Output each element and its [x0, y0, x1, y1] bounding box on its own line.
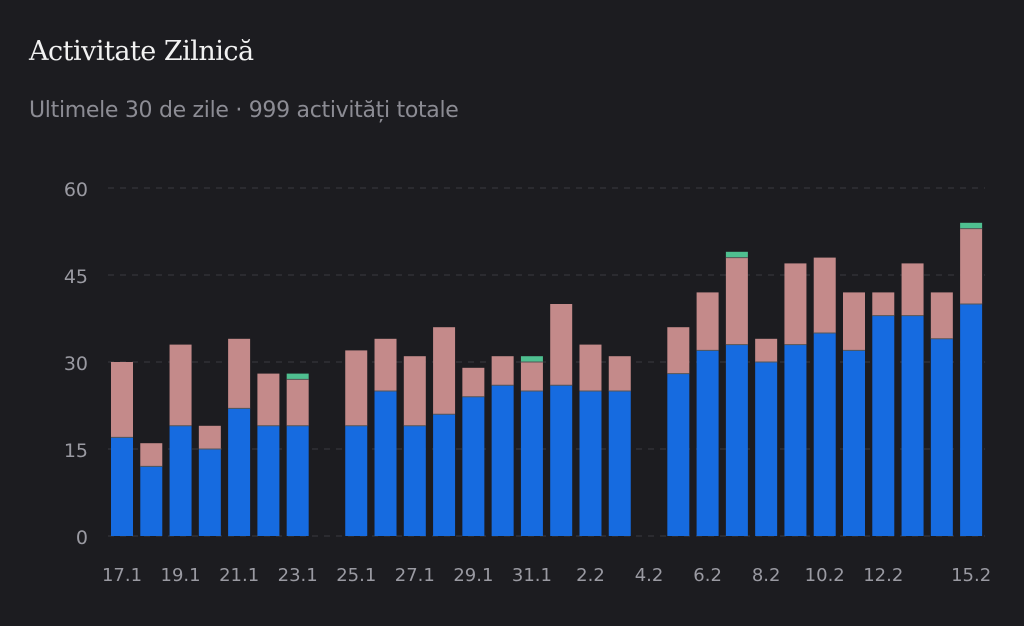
- y-tick-label: 30: [64, 353, 88, 375]
- x-tick-label: 12.2: [863, 565, 903, 586]
- x-tick-label: 27.1: [395, 565, 435, 586]
- bar-segment-7.2-s0: [725, 344, 748, 536]
- bar-segment-2.2-s0: [579, 391, 602, 536]
- y-tick-label: 15: [64, 440, 88, 462]
- bar-segment-9.2-s1: [784, 263, 807, 345]
- y-tick-label: 0: [76, 527, 88, 549]
- bar-segment-18.1-s1: [140, 443, 163, 467]
- bar-segment-21.1-s0: [228, 408, 251, 536]
- bar-segment-21.1-s1: [228, 338, 251, 409]
- x-tick-label: 19.1: [161, 565, 201, 586]
- bar-segment-1.2-s0: [550, 385, 573, 536]
- x-tick-label: 23.1: [278, 565, 318, 586]
- bar-segment-27.1-s1: [403, 356, 426, 426]
- bar-segment-8.2-s0: [755, 362, 778, 536]
- bar-segment-12.2-s1: [872, 292, 895, 316]
- bar-segment-25.1-s1: [345, 350, 368, 426]
- x-tick-label: 15.2: [951, 565, 991, 586]
- bar-segment-30.1-s0: [491, 385, 514, 536]
- bar-segment-9.2-s0: [784, 344, 807, 536]
- bar-segment-6.2-s1: [696, 292, 719, 351]
- bar-segment-5.2-s1: [667, 327, 690, 374]
- bar-segment-28.1-s0: [433, 414, 456, 536]
- bar-segment-23.1-s0: [286, 425, 309, 536]
- bar-segment-17.1-s0: [111, 437, 133, 536]
- bar-segment-31.1-s2: [520, 356, 543, 362]
- bar-segment-1.2-s1: [550, 304, 573, 386]
- bar-segment-29.1-s1: [462, 367, 485, 397]
- x-tick-label: 17.1: [102, 565, 142, 586]
- y-tick-label: 60: [64, 179, 88, 201]
- bar-segment-8.2-s1: [755, 338, 778, 362]
- x-tick-label: 25.1: [336, 565, 376, 586]
- bar-segment-11.2-s1: [843, 292, 865, 351]
- x-tick-label: 21.1: [219, 565, 259, 586]
- bar-segment-25.1-s0: [345, 425, 368, 536]
- bar-segment-15.2-s1: [960, 228, 983, 304]
- bar-segment-23.1-s1: [286, 379, 309, 426]
- bar-segment-14.2-s1: [930, 292, 953, 339]
- bar-segment-23.1-s2: [286, 373, 309, 380]
- bar-segment-20.1-s1: [198, 425, 221, 449]
- bar-segment-15.2-s2: [960, 222, 983, 229]
- bar-segment-22.1-s1: [257, 373, 280, 426]
- bar-segment-15.2-s0: [960, 304, 983, 536]
- bar-segment-28.1-s1: [433, 327, 456, 415]
- x-tick-label: 29.1: [453, 565, 493, 586]
- bar-segment-17.1-s1: [111, 362, 133, 438]
- bar-segment-26.1-s0: [374, 391, 397, 536]
- bar-segment-13.2-s0: [901, 315, 924, 536]
- bar-segment-27.1-s0: [403, 425, 426, 536]
- bar-segment-14.2-s0: [930, 338, 953, 536]
- bar-segment-10.2-s1: [813, 257, 836, 333]
- bar-segment-3.2-s0: [608, 391, 631, 536]
- bar-segment-29.1-s0: [462, 396, 485, 536]
- x-tick-label: 8.2: [752, 565, 781, 586]
- x-tick-label: 4.2: [635, 565, 664, 586]
- bar-segment-7.2-s2: [725, 251, 748, 258]
- bar-segment-20.1-s0: [198, 449, 221, 536]
- bar-segment-7.2-s1: [725, 257, 748, 345]
- bar-segment-6.2-s0: [696, 350, 719, 536]
- chart-subtitle: Ultimele 30 de zile · 999 activități tot…: [29, 98, 459, 123]
- bar-segment-13.2-s1: [901, 263, 924, 316]
- bar-segment-31.1-s1: [520, 362, 543, 391]
- bar-segment-10.2-s0: [813, 333, 836, 536]
- bar-segment-22.1-s0: [257, 425, 280, 536]
- bar-segment-3.2-s1: [608, 356, 631, 391]
- bar-segment-12.2-s0: [872, 315, 895, 536]
- bar-segment-18.1-s0: [140, 466, 163, 536]
- x-tick-label: 2.2: [576, 565, 605, 586]
- x-tick-label: 6.2: [693, 565, 722, 586]
- x-tick-label: 31.1: [512, 565, 552, 586]
- bar-segment-19.1-s1: [169, 344, 192, 426]
- bar-segment-26.1-s1: [374, 338, 397, 391]
- y-tick-label: 45: [64, 266, 88, 288]
- bar-segment-31.1-s0: [520, 391, 543, 536]
- bar-segment-30.1-s1: [491, 356, 514, 386]
- x-tick-label: 10.2: [805, 565, 845, 586]
- bar-segment-2.2-s1: [579, 344, 602, 391]
- bar-segment-5.2-s0: [667, 373, 690, 536]
- bar-segment-11.2-s0: [843, 350, 865, 536]
- chart-title: Activitate Zilnică: [29, 36, 254, 67]
- bar-segment-19.1-s0: [169, 425, 192, 536]
